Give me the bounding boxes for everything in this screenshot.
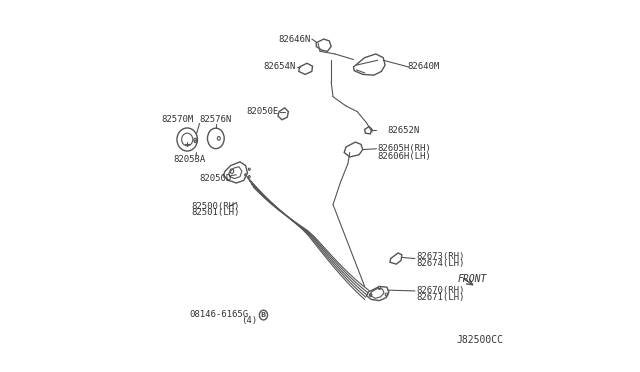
Text: 82053A: 82053A — [173, 155, 205, 164]
Text: 82673(RH): 82673(RH) — [417, 252, 465, 261]
Text: 82654N: 82654N — [264, 62, 296, 71]
Text: 82652N: 82652N — [387, 126, 419, 135]
Text: 82670(RH): 82670(RH) — [417, 286, 465, 295]
Text: B: B — [261, 312, 266, 318]
Text: FRONT: FRONT — [458, 274, 487, 284]
Text: 82606H(LH): 82606H(LH) — [378, 152, 431, 161]
Ellipse shape — [195, 140, 196, 143]
Text: 82674(LH): 82674(LH) — [417, 259, 465, 267]
Text: 82640M: 82640M — [408, 62, 440, 71]
Text: 82050E: 82050E — [247, 107, 279, 116]
Text: 82576N: 82576N — [200, 115, 232, 124]
Text: 82605H(RH): 82605H(RH) — [378, 144, 431, 153]
Text: (4): (4) — [241, 316, 257, 325]
Text: J82500CC: J82500CC — [456, 336, 504, 345]
Text: 82671(LH): 82671(LH) — [417, 293, 465, 302]
Text: 82646N: 82646N — [278, 35, 310, 44]
Text: 08146-6165G: 08146-6165G — [189, 310, 248, 319]
Text: 82570M: 82570M — [162, 115, 194, 124]
Text: 82050D: 82050D — [199, 174, 231, 183]
Text: 82501(LH): 82501(LH) — [191, 208, 239, 217]
Text: 82500(RH): 82500(RH) — [191, 202, 239, 211]
